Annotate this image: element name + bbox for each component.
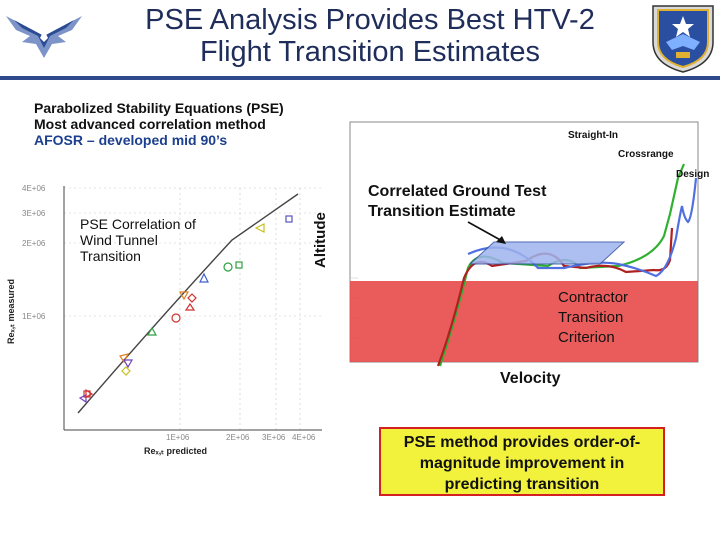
marker-triangle-orange — [178, 291, 190, 301]
pse-correlation-line-2: Wind Tunnel — [80, 232, 158, 248]
pse-improvement-callout: PSE method provides order-of- magnitude … — [379, 427, 665, 496]
correlated-line-1: Correlated Ground Test — [368, 183, 547, 200]
marker-circle-red — [171, 313, 181, 323]
scatter-y-label: Reₓ,ₜ measured — [6, 279, 16, 344]
marker-triangle-blue — [199, 272, 209, 283]
contractor-line-2: Transition — [558, 309, 624, 326]
x-tick-3e6: 3E+06 — [262, 433, 286, 442]
correlated-estimate-label: Correlated Ground Test Transition Estima… — [368, 182, 546, 222]
y-tick-4e6: 4E+06 — [22, 184, 46, 193]
intro-line-2: Most advanced correlation method — [34, 116, 266, 132]
altitude-axis-label: Altitude — [312, 212, 329, 268]
x-tick-4e6: 4E+06 — [292, 433, 316, 442]
transition-estimate-plane — [468, 241, 626, 265]
marker-diamond-yellow — [121, 366, 131, 376]
marker-square-green — [235, 261, 243, 269]
pse-correlation-line-3: Transition — [80, 248, 141, 264]
x-tick-1e6: 1E+06 — [166, 433, 190, 442]
title-line-1: PSE Analysis Provides Best HTV-2 — [145, 4, 595, 36]
marker-triangle-red — [184, 302, 196, 311]
marker-triangle-green — [146, 326, 158, 336]
y-tick-3e6: 3E+06 — [22, 209, 46, 218]
altitude-velocity-chart — [349, 121, 699, 367]
estimate-arrow — [467, 221, 505, 243]
marker-triangle-purple — [122, 359, 134, 369]
intro-line-3: AFOSR – developed mid 90’s — [34, 132, 228, 148]
pse-correlation-line-1: PSE Correlation of — [80, 216, 196, 232]
contractor-criterion-band — [350, 281, 698, 362]
pse-correlation-annotation: PSE Correlation of Wind Tunnel Transitio… — [80, 216, 196, 264]
y-tick-2e6: 2E+06 — [22, 239, 46, 248]
title-line-2: Flight Transition Estimates — [199, 36, 541, 68]
design-trajectory — [467, 177, 698, 278]
marker-diamond-red — [187, 293, 197, 303]
marker-triangle-yellow — [254, 223, 265, 233]
correlated-line-2: Transition Estimate — [368, 203, 516, 220]
marker-triangle-red-2 — [85, 388, 94, 398]
marker-triangle-orange-2 — [119, 353, 130, 364]
design-label: Design — [676, 169, 710, 180]
contractor-line-1: Contractor — [558, 289, 629, 306]
marker-square-blue — [285, 215, 293, 223]
scatter-x-label: Reₓ,ₜ predicted — [144, 446, 207, 456]
callout-line-1: PSE method provides order-of- — [403, 434, 641, 451]
marker-triangle-purple-2 — [78, 394, 87, 404]
straight-in-trajectory — [438, 163, 686, 367]
intro-text: Parabolized Stability Equations (PSE) Mo… — [34, 100, 284, 148]
air-force-logo-icon — [6, 16, 82, 58]
marker-circle-green — [223, 262, 233, 272]
pse-correlation-scatter: 4E+06 3E+06 2E+06 1E+06 1E+06 2E+06 3E+0… — [6, 184, 322, 456]
page-title: PSE Analysis Provides Best HTV-2 Flight … — [90, 4, 650, 68]
emblem-shield-icon — [652, 5, 714, 73]
contractor-line-3: Criterion — [558, 329, 615, 346]
velocity-axis-label: Velocity — [500, 370, 561, 387]
callout-line-3: predicting transition — [444, 476, 600, 493]
x-tick-2e6: 2E+06 — [226, 433, 250, 442]
estimate-arrowhead — [496, 236, 506, 244]
y-tick-1e6: 1E+06 — [22, 312, 46, 321]
straight-in-label: Straight-In — [568, 130, 618, 141]
contractor-criterion-label: Contractor Transition Criterion — [558, 288, 628, 348]
callout-line-2: magnitude improvement in — [419, 455, 625, 472]
crossrange-label: Crossrange — [618, 149, 674, 160]
title-divider — [0, 76, 720, 80]
intro-line-1: Parabolized Stability Equations (PSE) — [34, 100, 284, 116]
